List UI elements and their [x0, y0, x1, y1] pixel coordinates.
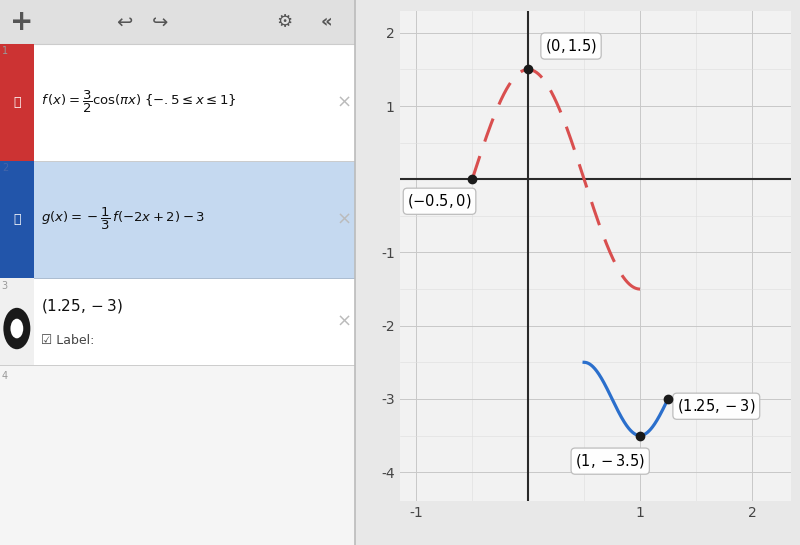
- Text: ↩: ↩: [116, 13, 133, 31]
- Text: «: «: [321, 13, 333, 31]
- Text: 2: 2: [2, 164, 8, 173]
- Bar: [0, 44, 355, 161]
- Text: 1: 1: [2, 46, 8, 56]
- Text: $g(x) = -\dfrac{1}{3}\,f(-2x+2)-3$: $g(x) = -\dfrac{1}{3}\,f(-2x+2)-3$: [41, 207, 205, 232]
- Bar: [0, 161, 34, 278]
- Bar: [0, 278, 34, 365]
- Text: ☑ Label:: ☑ Label:: [41, 334, 94, 347]
- Text: $(-0.5, 0)$: $(-0.5, 0)$: [407, 192, 472, 210]
- Text: $f\,(x) = \dfrac{3}{2}\cos(\pi x)\;\{-.5 \leq x \leq 1\}$: $f\,(x) = \dfrac{3}{2}\cos(\pi x)\;\{-.5…: [41, 89, 237, 115]
- Text: ×: ×: [337, 93, 352, 111]
- Text: 4: 4: [2, 371, 8, 380]
- Text: $(0, 1.5)$: $(0, 1.5)$: [545, 37, 597, 55]
- Circle shape: [10, 319, 23, 338]
- Text: 〜: 〜: [13, 96, 21, 108]
- Bar: [0, 161, 355, 278]
- Bar: [0, 365, 355, 545]
- Text: ×: ×: [337, 210, 352, 228]
- Circle shape: [3, 308, 30, 349]
- Bar: [0, 278, 355, 365]
- Text: ×: ×: [337, 312, 352, 331]
- Text: 〜: 〜: [13, 213, 21, 226]
- Text: ⚙: ⚙: [276, 13, 292, 31]
- Text: $(1, -3.5)$: $(1, -3.5)$: [575, 452, 646, 470]
- Text: $(1.25,-3)$: $(1.25,-3)$: [41, 297, 122, 315]
- Text: 3: 3: [2, 281, 8, 290]
- Text: +: +: [10, 8, 33, 36]
- Bar: [0, 44, 34, 161]
- Bar: [0, 0, 355, 44]
- Text: $(1.25, -3)$: $(1.25, -3)$: [677, 397, 756, 415]
- Text: ↪: ↪: [151, 13, 168, 31]
